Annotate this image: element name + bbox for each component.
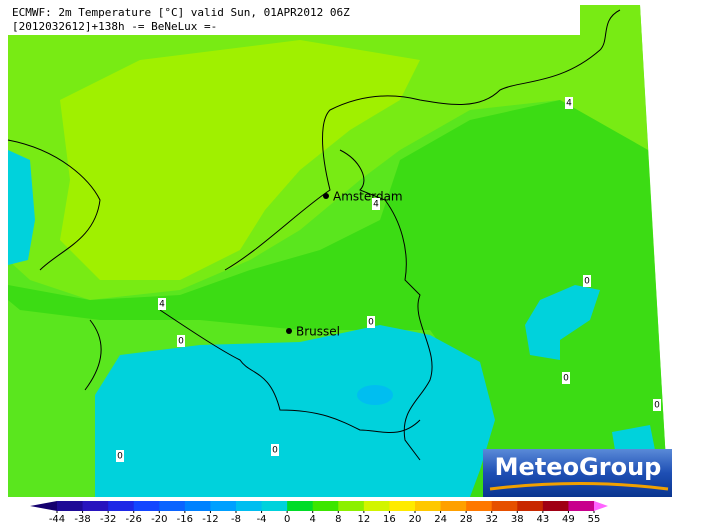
colorbar-tick-label: 12 <box>357 514 370 525</box>
contour-label-box <box>116 450 124 462</box>
colorbar-segment <box>261 501 288 511</box>
colorbar-segment <box>389 501 416 511</box>
colorbar-segment <box>82 501 109 511</box>
contour-label-box <box>177 335 185 347</box>
colorbar-end <box>594 501 608 511</box>
colorbar-segment <box>184 501 211 511</box>
header-line: [2012032612]+138h -= BeNeLux =- <box>12 20 217 33</box>
contour-label: 4 <box>159 300 165 310</box>
colorbar-tick-label: -44 <box>49 514 65 525</box>
colorbar-tick-label: -20 <box>151 514 167 525</box>
colorbar-tick-label: 4 <box>310 514 316 525</box>
colorbar-tick-label: -4 <box>257 514 267 525</box>
field-cyan <box>525 285 600 360</box>
field-cold <box>357 385 393 405</box>
contour-label-box <box>583 275 591 287</box>
map: ECMWF: 2m Temperature [°C] valid Sun, 01… <box>7 5 672 497</box>
contour-label: 0 <box>117 452 123 462</box>
colorbar-tick-label: 0 <box>284 514 290 525</box>
city-label: Amsterdam <box>333 190 403 204</box>
colorbar-segment <box>363 501 390 511</box>
colorbar-segment <box>517 501 544 511</box>
colorbar-tick-label: 49 <box>562 514 575 525</box>
field-cyan <box>8 150 35 265</box>
colorbar-tick-label: -26 <box>126 514 142 525</box>
logo-text: MeteoGroup <box>495 453 662 481</box>
contour-label-box <box>565 97 573 109</box>
colorbar-segment <box>568 501 595 511</box>
city-label: Brussel <box>296 325 340 339</box>
city-dot <box>286 328 292 334</box>
colorbar-tick-label: 43 <box>536 514 549 525</box>
colorbar-segment <box>108 501 135 511</box>
colorbar-tick-label: 8 <box>335 514 341 525</box>
colorbar-tick-label: -32 <box>100 514 116 525</box>
colorbar-segment <box>338 501 365 511</box>
contour-label-box <box>562 372 570 384</box>
contour-label: 0 <box>654 401 660 411</box>
logo-swoosh <box>489 482 669 491</box>
colorbar-segment <box>542 501 569 511</box>
colorbar-segment <box>133 501 160 511</box>
contour-label-box <box>271 444 279 456</box>
colorbar-tick-label: -16 <box>177 514 193 525</box>
colorbar-tick-label: 28 <box>460 514 473 525</box>
colorbar-segment <box>287 501 314 511</box>
contour-label: 0 <box>272 446 278 456</box>
city-dot <box>323 193 329 199</box>
colorbar-tick-label: 32 <box>485 514 498 525</box>
colorbar-tick-label: -8 <box>231 514 241 525</box>
contour-label-box <box>158 298 166 310</box>
contour-label: 4 <box>566 99 572 109</box>
colorbar-segment <box>159 501 186 511</box>
contour-label-box <box>367 316 375 328</box>
contour-label: 0 <box>584 277 590 287</box>
logo-box <box>483 449 672 497</box>
colorbar-tick-label: -12 <box>202 514 218 525</box>
header-box <box>8 5 580 35</box>
colorbar-segment <box>415 501 442 511</box>
colorbar-tick-label: 20 <box>409 514 422 525</box>
colorbar-tick-label: 16 <box>383 514 396 525</box>
colorbar-segment <box>440 501 467 511</box>
contour-label: 0 <box>563 374 569 384</box>
colorbar-segment <box>491 501 518 511</box>
colorbar: -44 -38 -32 -26 -20 -16 -12 -8 -4 0 4 8 12 16 20 24 28 32… <box>30 501 608 525</box>
contour-labels: 4 4 4 0 0 0 0 0 0 0 <box>116 97 661 462</box>
colorbar-tick-label: -38 <box>74 514 90 525</box>
colorbar-segment <box>466 501 493 511</box>
field-lightest <box>60 40 420 280</box>
field-cyan <box>612 425 655 450</box>
colorbar-segment <box>312 501 339 511</box>
contour-label: 4 <box>373 200 379 210</box>
colorbar-segment <box>57 501 84 511</box>
contour-label: 0 <box>368 318 374 328</box>
colorbar-segment <box>236 501 263 511</box>
colorbar-tick-label: 24 <box>434 514 447 525</box>
header-line: ECMWF: 2m Temperature [°C] valid Sun, 01… <box>12 6 350 19</box>
colorbar-tick-label: 38 <box>511 514 524 525</box>
colorbar-end <box>30 501 57 511</box>
contour-label: 0 <box>178 337 184 347</box>
contour-label-box <box>653 399 661 411</box>
contour-label-box <box>372 198 380 210</box>
colorbar-segment <box>210 501 237 511</box>
colorbar-tick-label: 55 <box>588 514 601 525</box>
field-green <box>8 100 668 497</box>
